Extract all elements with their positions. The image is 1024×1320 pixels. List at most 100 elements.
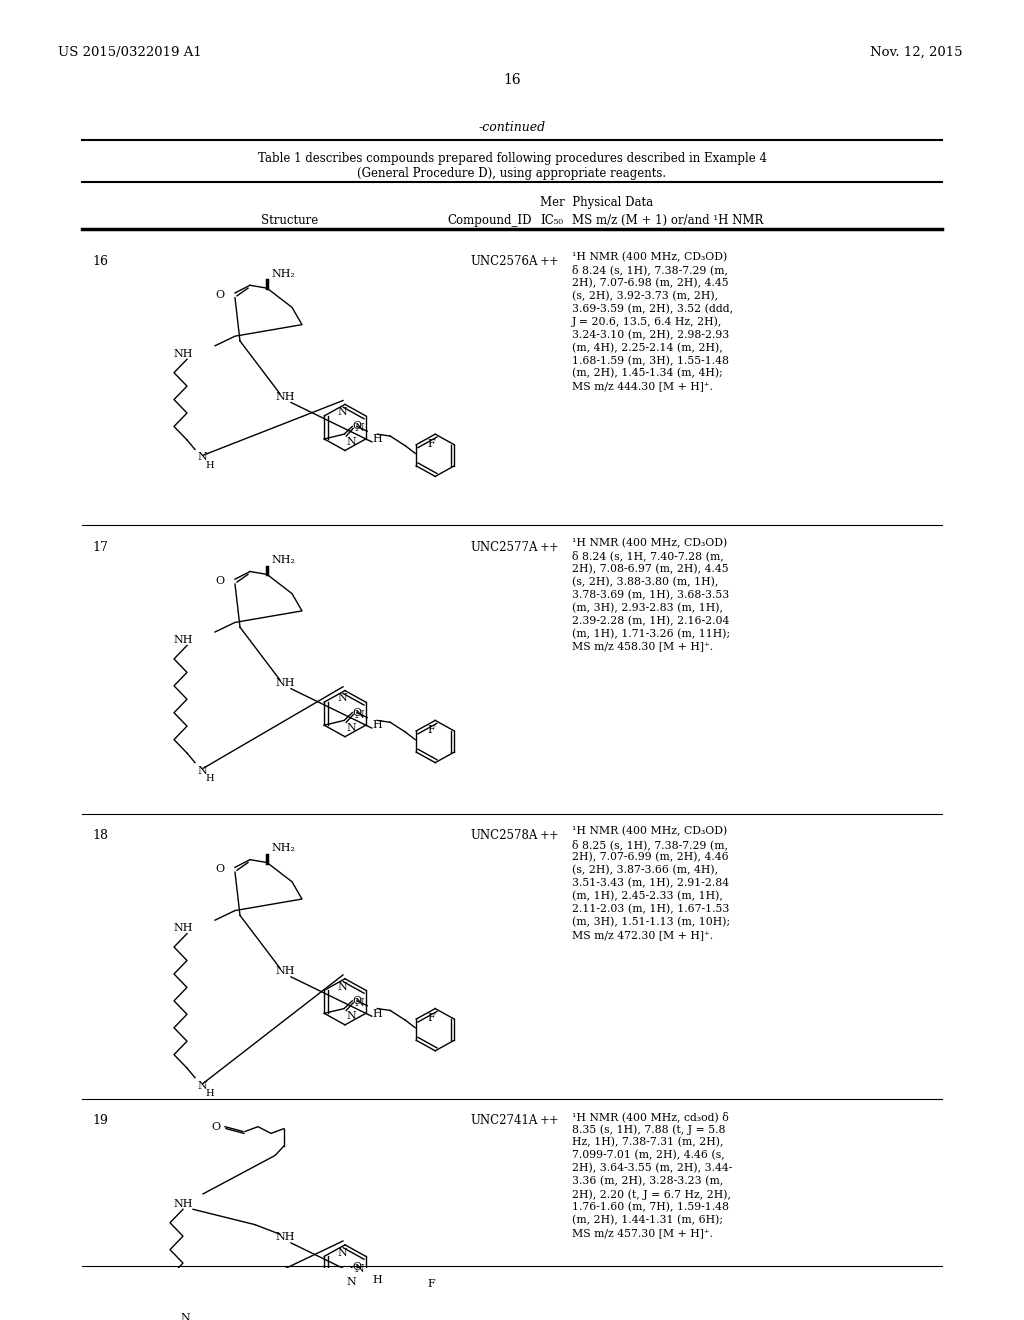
Text: O: O	[352, 995, 361, 1006]
Text: ++: ++	[540, 541, 560, 554]
Text: NH: NH	[275, 1233, 295, 1242]
Text: N: N	[354, 1263, 365, 1274]
Text: (s, 2H), 3.88-3.80 (m, 1H),: (s, 2H), 3.88-3.80 (m, 1H),	[572, 577, 719, 587]
Text: 2H), 7.08-6.97 (m, 2H), 4.45: 2H), 7.08-6.97 (m, 2H), 4.45	[572, 564, 729, 574]
Text: ++: ++	[540, 255, 560, 268]
Text: MS m/z (M + 1) or/and ¹H NMR: MS m/z (M + 1) or/and ¹H NMR	[572, 214, 763, 227]
Text: (m, 3H), 2.93-2.83 (m, 1H),: (m, 3H), 2.93-2.83 (m, 1H),	[572, 603, 723, 612]
Text: ¹H NMR (400 MHz, CD₃OD): ¹H NMR (400 MHz, CD₃OD)	[572, 826, 727, 837]
Text: NH: NH	[275, 678, 295, 688]
Text: δ 8.24 (s, 1H), 7.38-7.29 (m,: δ 8.24 (s, 1H), 7.38-7.29 (m,	[572, 264, 728, 276]
Text: F: F	[427, 1014, 435, 1023]
Text: ¹H NMR (400 MHz, CD₃OD): ¹H NMR (400 MHz, CD₃OD)	[572, 252, 727, 261]
Text: MS m/z 457.30 [M + H]⁺.: MS m/z 457.30 [M + H]⁺.	[572, 1228, 713, 1238]
Text: ++: ++	[540, 829, 560, 842]
Text: N: N	[354, 710, 365, 719]
Text: 3.36 (m, 2H), 3.28-3.23 (m,: 3.36 (m, 2H), 3.28-3.23 (m,	[572, 1176, 723, 1187]
Text: NH: NH	[173, 348, 193, 359]
Text: N: N	[197, 766, 207, 776]
Text: 2H), 7.07-6.98 (m, 2H), 4.45: 2H), 7.07-6.98 (m, 2H), 4.45	[572, 277, 729, 288]
Text: N: N	[197, 453, 207, 462]
Text: ++: ++	[540, 1114, 560, 1127]
Text: NH: NH	[275, 966, 295, 977]
Text: O: O	[352, 708, 361, 718]
Text: F: F	[427, 725, 435, 735]
Text: H: H	[372, 434, 382, 444]
Text: O: O	[216, 576, 225, 586]
Text: MS m/z 472.30 [M + H]⁺.: MS m/z 472.30 [M + H]⁺.	[572, 929, 713, 940]
Text: Structure: Structure	[261, 214, 318, 227]
Text: 17: 17	[92, 541, 108, 554]
Text: MS m/z 458.30 [M + H]⁺.: MS m/z 458.30 [M + H]⁺.	[572, 642, 713, 652]
Text: N: N	[346, 1011, 355, 1022]
Text: 1.68-1.59 (m, 3H), 1.55-1.48: 1.68-1.59 (m, 3H), 1.55-1.48	[572, 355, 729, 366]
Text: 1.76-1.60 (m, 7H), 1.59-1.48: 1.76-1.60 (m, 7H), 1.59-1.48	[572, 1203, 729, 1213]
Text: N: N	[346, 437, 355, 447]
Text: UNC2741A: UNC2741A	[470, 1114, 538, 1127]
Text: 2.39-2.28 (m, 1H), 2.16-2.04: 2.39-2.28 (m, 1H), 2.16-2.04	[572, 615, 729, 626]
Text: 2H), 3.64-3.55 (m, 2H), 3.44-: 2H), 3.64-3.55 (m, 2H), 3.44-	[572, 1163, 732, 1173]
Text: NH₂: NH₂	[271, 556, 295, 565]
Text: N: N	[337, 1247, 347, 1258]
Text: N: N	[354, 424, 365, 433]
Text: δ 8.25 (s, 1H), 7.38-7.29 (m,: δ 8.25 (s, 1H), 7.38-7.29 (m,	[572, 840, 728, 850]
Text: NH₂: NH₂	[271, 269, 295, 279]
Text: Table 1 describes compounds prepared following procedures described in Example 4: Table 1 describes compounds prepared fol…	[257, 152, 767, 165]
Text: H: H	[205, 1089, 214, 1098]
Text: ¹H NMR (400 MHz, CD₃OD): ¹H NMR (400 MHz, CD₃OD)	[572, 537, 727, 548]
Text: J = 20.6, 13.5, 6.4 Hz, 2H),: J = 20.6, 13.5, 6.4 Hz, 2H),	[572, 317, 722, 327]
Text: NH: NH	[173, 923, 193, 933]
Text: Hz, 1H), 7.38-7.31 (m, 2H),: Hz, 1H), 7.38-7.31 (m, 2H),	[572, 1138, 724, 1147]
Text: H: H	[205, 461, 214, 470]
Text: N: N	[337, 693, 347, 704]
Text: O: O	[352, 421, 361, 432]
Text: 3.24-3.10 (m, 2H), 2.98-2.93: 3.24-3.10 (m, 2H), 2.98-2.93	[572, 330, 729, 339]
Text: UNC2578A: UNC2578A	[470, 829, 538, 842]
Text: N: N	[337, 982, 347, 991]
Text: O: O	[216, 865, 225, 874]
Text: N: N	[346, 723, 355, 733]
Text: N: N	[197, 1081, 207, 1090]
Text: 3.78-3.69 (m, 1H), 3.68-3.53: 3.78-3.69 (m, 1H), 3.68-3.53	[572, 590, 729, 601]
Text: 3.51-3.43 (m, 1H), 2.91-2.84: 3.51-3.43 (m, 1H), 2.91-2.84	[572, 878, 729, 888]
Text: H: H	[372, 721, 382, 730]
Text: Compound_ID: Compound_ID	[447, 214, 532, 227]
Text: O: O	[352, 1262, 361, 1272]
Text: 18: 18	[92, 829, 108, 842]
Text: NH₂: NH₂	[271, 843, 295, 853]
Text: (m, 3H), 1.51-1.13 (m, 10H);: (m, 3H), 1.51-1.13 (m, 10H);	[572, 917, 730, 927]
Text: (m, 1H), 1.71-3.26 (m, 11H);: (m, 1H), 1.71-3.26 (m, 11H);	[572, 628, 730, 639]
Text: F: F	[427, 1279, 435, 1290]
Text: (m, 1H), 2.45-2.33 (m, 1H),: (m, 1H), 2.45-2.33 (m, 1H),	[572, 891, 723, 902]
Text: IC₅₀: IC₅₀	[540, 214, 563, 227]
Text: N: N	[337, 408, 347, 417]
Text: δ 8.24 (s, 1H, 7.40-7.28 (m,: δ 8.24 (s, 1H, 7.40-7.28 (m,	[572, 550, 724, 561]
Text: Nov. 12, 2015: Nov. 12, 2015	[870, 46, 963, 59]
Text: 7.099-7.01 (m, 2H), 4.46 (s,: 7.099-7.01 (m, 2H), 4.46 (s,	[572, 1150, 725, 1160]
Text: (s, 2H), 3.92-3.73 (m, 2H),: (s, 2H), 3.92-3.73 (m, 2H),	[572, 290, 718, 301]
Text: 2H), 2.20 (t, J = 6.7 Hz, 2H),: 2H), 2.20 (t, J = 6.7 Hz, 2H),	[572, 1189, 731, 1200]
Text: NH: NH	[275, 392, 295, 401]
Text: F: F	[427, 440, 435, 449]
Text: 2.11-2.03 (m, 1H), 1.67-1.53: 2.11-2.03 (m, 1H), 1.67-1.53	[572, 904, 729, 915]
Text: MS m/z 444.30 [M + H]⁺.: MS m/z 444.30 [M + H]⁺.	[572, 381, 713, 391]
Text: -continued: -continued	[478, 121, 546, 135]
Text: N: N	[180, 1313, 189, 1320]
Text: 16: 16	[503, 73, 521, 87]
Text: H: H	[372, 1275, 382, 1284]
Text: UNC2577A: UNC2577A	[470, 541, 538, 554]
Text: NH: NH	[173, 1199, 193, 1209]
Text: O: O	[211, 1122, 220, 1131]
Text: 16: 16	[92, 255, 108, 268]
Text: (General Procedure D), using appropriate reagents.: (General Procedure D), using appropriate…	[357, 168, 667, 180]
Text: US 2015/0322019 A1: US 2015/0322019 A1	[58, 46, 202, 59]
Text: O: O	[216, 290, 225, 300]
Text: (m, 2H), 1.44-1.31 (m, 6H);: (m, 2H), 1.44-1.31 (m, 6H);	[572, 1214, 723, 1225]
Text: (m, 4H), 2.25-2.14 (m, 2H),: (m, 4H), 2.25-2.14 (m, 2H),	[572, 342, 723, 352]
Text: 8.35 (s, 1H), 7.88 (t, J = 5.8: 8.35 (s, 1H), 7.88 (t, J = 5.8	[572, 1125, 725, 1135]
Text: H: H	[205, 774, 214, 783]
Text: H: H	[372, 1008, 382, 1019]
Text: (m, 2H), 1.45-1.34 (m, 4H);: (m, 2H), 1.45-1.34 (m, 4H);	[572, 368, 723, 379]
Text: ¹H NMR (400 MHz, cd₃od) δ: ¹H NMR (400 MHz, cd₃od) δ	[572, 1111, 729, 1122]
Text: Mer  Physical Data: Mer Physical Data	[540, 195, 653, 209]
